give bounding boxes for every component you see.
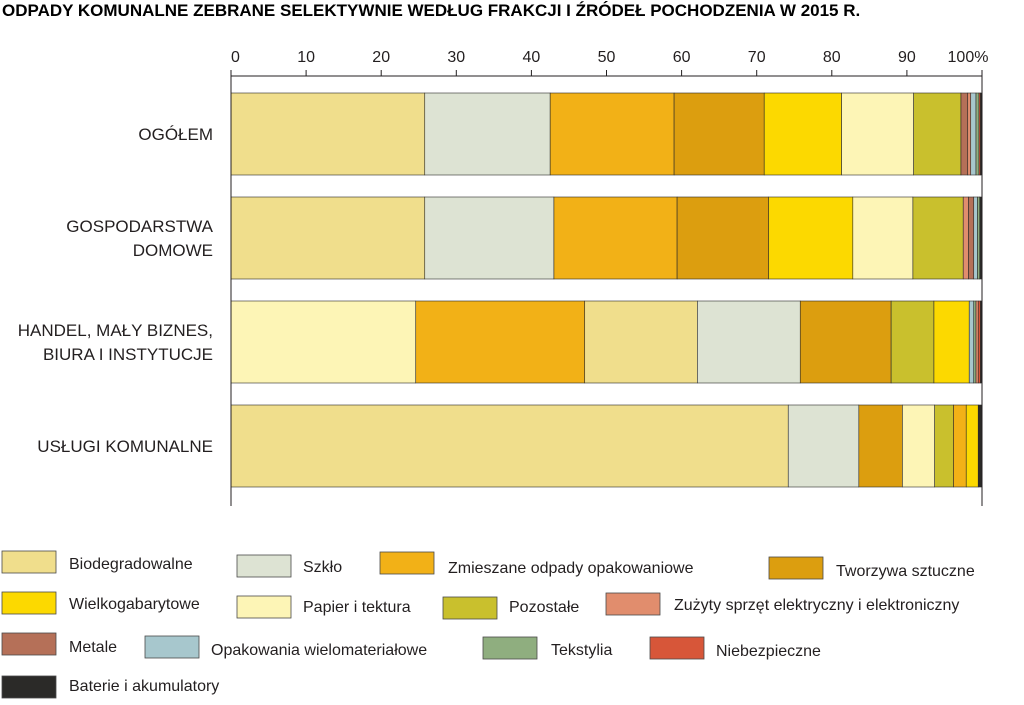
legend-swatch-wielkogabarytowe [1, 591, 57, 615]
bar-segment-wielkogabarytowe [768, 196, 854, 280]
x-tick-label: 80 [823, 49, 841, 66]
bar-segment-szklo [424, 196, 555, 280]
category-label: BIURA I INSTYTUCJE [43, 345, 213, 364]
category-label: USŁUGI KOMUNALNE [37, 437, 213, 456]
legend-swatch-biodegradowalne [1, 550, 57, 574]
x-tick-label: 40 [523, 49, 541, 66]
category-label: GOSPODARSTWA [66, 217, 213, 236]
bar-segment-zmieszane-odpady-opakowaniowe [549, 92, 675, 176]
bar-segment-biodegradowalne [230, 92, 426, 176]
x-tick-label: 0 [231, 49, 240, 66]
legend-swatch-metale [1, 632, 57, 656]
bar-segment-zuzyty-sprzet-elektryczny-i-elektroniczny [962, 196, 969, 280]
bar-segment-zmieszane-odpady-opakowaniowe [953, 404, 967, 488]
bar-segment-tekstylia [973, 300, 977, 384]
bar-segment-niebezpieczne [977, 300, 981, 384]
bar-segment-papier-i-tektura [852, 196, 914, 280]
bar-segment-szklo [424, 92, 551, 176]
x-tick-label: 90 [898, 49, 916, 66]
legend-swatch-zuzyty-sprzet-elektryczny-i-elektroniczny [605, 592, 661, 616]
legend-label: Tworzywa sztuczne [836, 563, 975, 580]
legend-swatch-pozostale [442, 596, 498, 620]
bar-segment-opakowania-wielomaterialowe [973, 196, 978, 280]
bar-segment-tworzywa-sztuczne [676, 196, 770, 280]
bar-segment-zuzyty-sprzet-elektryczny-i-elektroniczny [975, 300, 979, 384]
bar-segment-zmieszane-odpady-opakowaniowe [415, 300, 586, 384]
legend-swatch-opakowania-wielomaterialowe [144, 635, 200, 659]
bar-segment-szklo [697, 300, 801, 384]
bar-segment-opakowania-wielomaterialowe [970, 92, 977, 176]
x-tick-label: 10 [297, 49, 315, 66]
category-label: HANDEL, MAŁY BIZNES, [18, 321, 213, 340]
bar-segment-wielkogabarytowe [763, 92, 842, 176]
legend-swatch-tworzywa-sztuczne [768, 556, 824, 580]
bar-segment-pozostale [890, 300, 935, 384]
bar-segment-metale [968, 196, 975, 280]
legend-swatch-baterie-i-akumulatory [1, 675, 57, 699]
legend-swatch-niebezpieczne [649, 636, 705, 660]
bar-segment-papier-i-tektura [841, 92, 914, 176]
bar-segment-baterie-i-akumulatory [977, 404, 983, 488]
plot-area: 0 10 20 30 40 50 60 70 80 90 100% OGÓŁEM GOSPODARSTW… [18, 49, 989, 506]
legend-label: Papier i tektura [303, 599, 411, 616]
bar-segment-tekstylia [977, 196, 981, 280]
bar-segment-metale [960, 92, 969, 176]
legend-swatch-papier-i-tektura [236, 595, 292, 619]
legend-label: Niebezpieczne [716, 643, 821, 660]
x-tick-label: 70 [748, 49, 766, 66]
chart-title: ODPADY KOMUNALNE ZEBRANE SELEKTYWNIE WED… [2, 1, 860, 20]
bar-segment-papier-i-tektura [902, 404, 935, 488]
bar-segment-szklo [787, 404, 860, 488]
x-tick-label: 60 [673, 49, 691, 66]
legend-label: Metale [69, 639, 117, 656]
bar-segment-tworzywa-sztuczne [858, 404, 903, 488]
legend-swatch-tekstylia [482, 636, 538, 660]
bar-segment-papier-i-tektura [230, 300, 417, 384]
legend-swatch-zmieszane-odpady-opakowaniowe [379, 551, 435, 575]
bar-segment-tworzywa-sztuczne [673, 92, 765, 176]
legend-label: Baterie i akumulatory [69, 678, 219, 695]
legend-label: Tekstylia [551, 642, 612, 659]
x-tick-label: 20 [372, 49, 390, 66]
category-label: OGÓŁEM [138, 125, 213, 144]
bar-segment-biodegradowalne [230, 404, 789, 488]
x-tick-label: 50 [598, 49, 616, 66]
x-tick-label: 100% [948, 49, 989, 66]
bar-segment-biodegradowalne [584, 300, 698, 384]
legend-label: Wielkogabarytowe [69, 596, 200, 613]
legend-label: Pozostałe [509, 599, 579, 616]
x-tick-label: 30 [447, 49, 465, 66]
bar-segment-zmieszane-odpady-opakowaniowe [553, 196, 678, 280]
category-label: DOMOWE [133, 241, 213, 260]
bar-segment-wielkogabarytowe [933, 300, 970, 384]
legend-label: Zmieszane odpady opakowaniowe [448, 560, 694, 577]
legend-label: Opakowania wielomateriałowe [211, 642, 427, 659]
bar-segment-pozostale [912, 196, 964, 280]
bar-segment-tworzywa-sztuczne [799, 300, 892, 384]
legend-label: Biodegradowalne [69, 556, 193, 573]
legend-label: Zużyty sprzęt elektryczny i elektroniczn… [674, 597, 959, 614]
bar-segment-zuzyty-sprzet-elektryczny-i-elektroniczny [967, 92, 972, 176]
bar-segment-pozostale [934, 404, 954, 488]
legend: Biodegradowalne Szkło Zmieszane odpady opa… [1, 550, 975, 699]
legend-swatch-szklo [236, 554, 292, 578]
bar-segment-biodegradowalne [230, 196, 426, 280]
bar-segment-tekstylia [975, 92, 980, 176]
bar-segment-pozostale [913, 92, 962, 176]
bar-segment-opakowania-wielomaterialowe [968, 300, 975, 384]
legend-label: Szkło [303, 559, 342, 576]
bar-segment-wielkogabarytowe [965, 404, 979, 488]
